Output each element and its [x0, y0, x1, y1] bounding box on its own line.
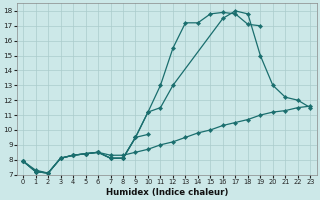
- X-axis label: Humidex (Indice chaleur): Humidex (Indice chaleur): [106, 188, 228, 197]
